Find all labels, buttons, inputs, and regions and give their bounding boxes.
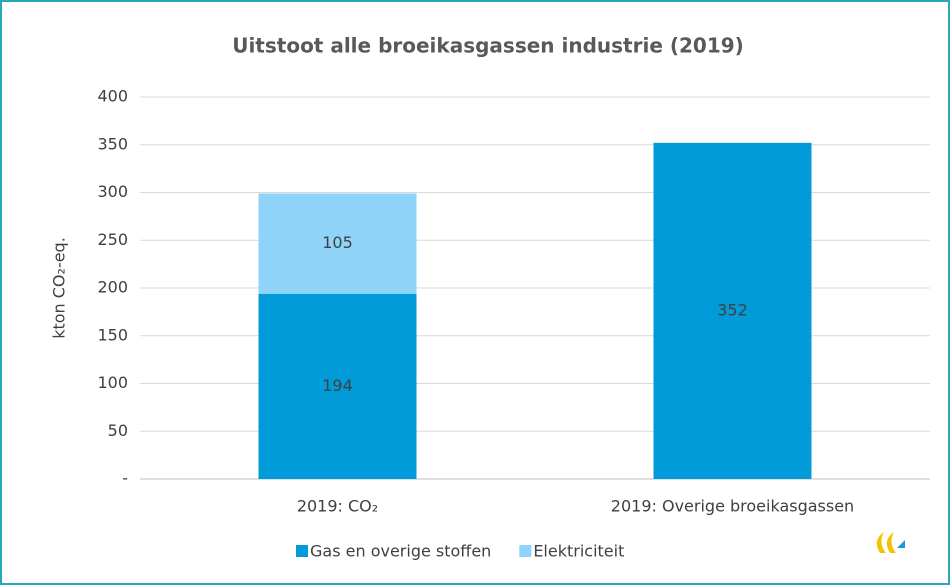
legend-label: Gas en overige stoffen (310, 542, 491, 561)
data-label: 194 (322, 376, 353, 395)
y-tick-label: 400 (97, 87, 128, 106)
bar-segment (258, 193, 417, 294)
y-tick-label: 50 (108, 421, 128, 440)
bar-segment (258, 293, 417, 479)
legend-swatch (519, 545, 532, 557)
y-axis-label: kton CO₂-eq. (50, 237, 69, 339)
logo-left (876, 532, 886, 553)
logo-mid (886, 532, 896, 553)
legend-swatch (296, 545, 308, 557)
y-tick-label: 100 (97, 373, 128, 392)
logo (876, 532, 905, 553)
x-tick-label: 2019: Overige broeikasgassen (611, 497, 854, 516)
bar-segment (653, 142, 812, 479)
y-tick-label: 350 (97, 134, 128, 153)
data-label: 105 (322, 233, 353, 252)
y-tick-label: - (122, 469, 128, 488)
y-tick-label: 300 (97, 182, 128, 201)
x-tick-label: 2019: CO₂ (297, 497, 378, 516)
legend-label: Elektriciteit (533, 542, 624, 561)
data-label: 352 (717, 300, 748, 319)
y-tick-label: 150 (97, 325, 128, 344)
y-tick-label: 250 (97, 230, 128, 249)
chart-title: Uitstoot alle broeikasgassen industrie (… (232, 34, 744, 58)
logo-triangle (897, 540, 905, 548)
y-tick-label: 200 (97, 278, 128, 297)
